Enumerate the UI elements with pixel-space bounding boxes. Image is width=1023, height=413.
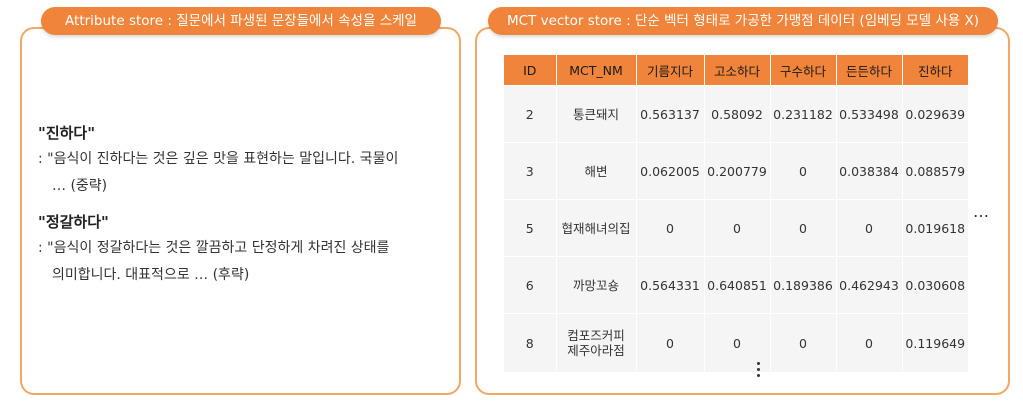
cell-id: 2 <box>504 85 556 143</box>
cell-value: 0 <box>703 313 770 372</box>
more-columns-ellipsis: … <box>973 202 990 221</box>
cell-value: 0.189386 <box>769 256 836 314</box>
mct-table: ID MCT_NM 기름지다 고소하다 구수하다 든든하다 진하다 2 통큰돼지… <box>504 55 968 372</box>
cell-id: 8 <box>504 313 556 372</box>
cell-id: 6 <box>504 256 556 314</box>
cell-name: 통큰돼지 <box>555 85 636 143</box>
cell-name: 컴포즈커피 제주아라점 <box>555 313 636 372</box>
entry-term-2: "정갈하다" <box>38 213 109 231</box>
cell-value: 0.062005 <box>635 142 704 200</box>
cell-value: 0.119649 <box>901 313 968 372</box>
cell-value: 0 <box>835 199 902 257</box>
table-row: 6 까망꼬숑 0.564331 0.640851 0.189386 0.4629… <box>504 256 968 314</box>
table-row: 2 통큰돼지 0.563137 0.58092 0.231182 0.53349… <box>504 85 968 143</box>
cell-value: 0.640851 <box>703 256 770 314</box>
cell-value: 0 <box>769 313 836 372</box>
cell-value: 0.563137 <box>635 85 704 143</box>
header-attr-1: 기름지다 <box>635 55 704 86</box>
header-mct-nm: MCT_NM <box>555 55 636 86</box>
cell-value: 0.564331 <box>635 256 704 314</box>
entry-desc-2-line1: : "음식이 정갈하다는 것은 깔끔하고 단정하게 차려진 상태를 <box>38 240 390 256</box>
table-row: 5 협재해녀의집 0 0 0 0 0.019618 <box>504 199 968 257</box>
header-attr-5: 진하다 <box>901 55 968 86</box>
cell-value: 0.029639 <box>901 85 968 143</box>
attribute-store-panel <box>20 27 461 395</box>
cell-value: 0.038384 <box>835 142 902 200</box>
more-rows-ellipsis-icon <box>752 362 764 377</box>
mct-vector-store-title: MCT vector store : 단순 벡터 형태로 가공한 가맹점 데이터… <box>488 7 998 35</box>
entry-desc-2-line2: 의미합니다. 대표적으로 … (후략) <box>52 267 250 283</box>
table-row: 3 해변 0.062005 0.200779 0 0.038384 0.0885… <box>504 142 968 200</box>
cell-value: 0 <box>769 142 836 200</box>
cell-value: 0 <box>769 199 836 257</box>
header-id: ID <box>504 55 556 86</box>
entry-desc-1: : "음식이 진하다는 것은 깊은 맛을 표현하는 말입니다. 국물이 … (중… <box>38 146 438 200</box>
cell-value: 0.200779 <box>703 142 770 200</box>
cell-value: 0.462943 <box>835 256 902 314</box>
cell-value: 0.030608 <box>901 256 968 314</box>
table-row: 8 컴포즈커피 제주아라점 0 0 0 0 0.119649 <box>504 313 968 372</box>
cell-value: 0 <box>835 313 902 372</box>
header-attr-4: 든든하다 <box>835 55 902 86</box>
cell-value: 0.088579 <box>901 142 968 200</box>
entry-desc-1-line2: … (중략) <box>52 178 108 194</box>
cell-value: 0 <box>635 199 704 257</box>
cell-value: 0 <box>635 313 704 372</box>
cell-name: 협재해녀의집 <box>555 199 636 257</box>
cell-id: 3 <box>504 142 556 200</box>
cell-id: 5 <box>504 199 556 257</box>
entry-desc-1-line1: : "음식이 진하다는 것은 깊은 맛을 표현하는 말입니다. 국물이 <box>38 151 399 167</box>
cell-value: 0 <box>703 199 770 257</box>
entry-desc-2: : "음식이 정갈하다는 것은 깔끔하고 단정하게 차려진 상태를 의미합니다.… <box>38 235 438 289</box>
table-header-row: ID MCT_NM 기름지다 고소하다 구수하다 든든하다 진하다 <box>504 55 968 86</box>
cell-value: 0.533498 <box>835 85 902 143</box>
header-attr-2: 고소하다 <box>703 55 770 86</box>
attribute-store-title: Attribute store : 질문에서 파생된 문장들에서 속성을 스케일 <box>41 7 441 35</box>
cell-name: 해변 <box>555 142 636 200</box>
cell-value: 0.58092 <box>703 85 770 143</box>
entry-term-1: "진하다" <box>38 124 96 142</box>
cell-value: 0.231182 <box>769 85 836 143</box>
cell-value: 0.019618 <box>901 199 968 257</box>
cell-name: 까망꼬숑 <box>555 256 636 314</box>
header-attr-3: 구수하다 <box>769 55 836 86</box>
